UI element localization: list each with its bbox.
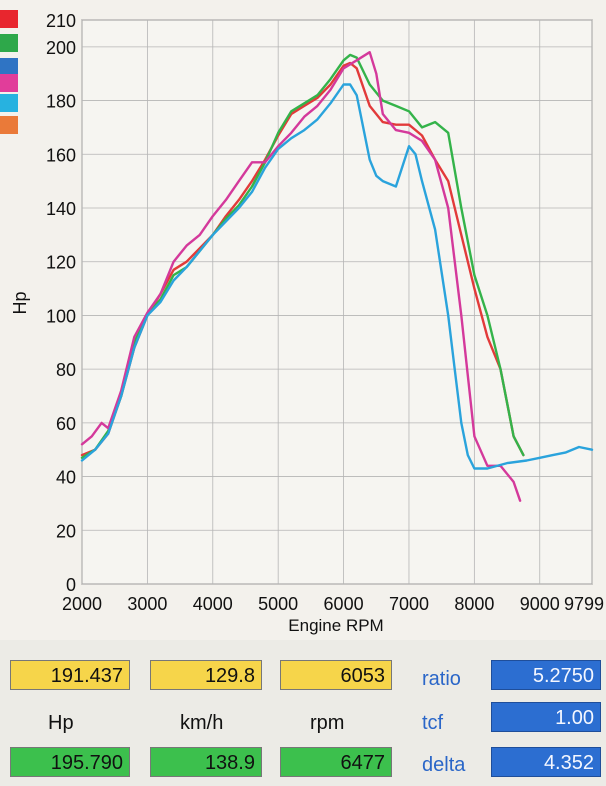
- rpm-unit-label: rpm: [310, 712, 345, 734]
- x-tick-label: 9000: [520, 594, 560, 614]
- x-tick-label: 2000: [62, 594, 102, 614]
- y-tick-label: 120: [46, 253, 76, 273]
- delta-value: 4.352: [491, 747, 601, 777]
- speed-current-value: 129.8: [150, 660, 262, 690]
- dyno-chart: 0 20 40 60 80 100 120 140 160 180 200 210 2000 3000 4…: [10, 11, 604, 635]
- y-tick-label: 200: [46, 38, 76, 58]
- x-axis-label: Engine RPM: [288, 616, 383, 635]
- legend-swatch-2[interactable]: [0, 34, 18, 52]
- x-tick-label: 3000: [127, 594, 167, 614]
- y-tick-label: 20: [56, 521, 76, 541]
- readout-panel: 191.437 129.8 6053 Hp km/h rpm 195.790 1…: [0, 640, 606, 786]
- rpm-peak-value: 6477: [280, 747, 392, 777]
- delta-label: delta: [422, 754, 466, 776]
- legend-swatch-6[interactable]: [0, 116, 18, 134]
- y-tick-label: 140: [46, 199, 76, 219]
- legend-swatch-4[interactable]: [0, 74, 18, 92]
- y-tick-label: 60: [56, 414, 76, 434]
- rpm-current-value: 6053: [280, 660, 392, 690]
- hp-unit-label: Hp: [48, 712, 74, 734]
- plot-area: [81, 19, 593, 585]
- series-lines: [80, 51, 594, 502]
- x-axis-ticks: 2000 3000 4000 5000 6000 7000 8000 9000 9799: [62, 594, 604, 614]
- legend-swatch-5[interactable]: [0, 94, 18, 112]
- legend-swatch-1[interactable]: [0, 10, 18, 28]
- x-tick-label: 7000: [389, 594, 429, 614]
- series-line-4: [80, 83, 594, 470]
- x-tick-label: 6000: [324, 594, 364, 614]
- tcf-value: 1.00: [491, 702, 601, 732]
- x-tick-label: 4000: [193, 594, 233, 614]
- ratio-label: ratio: [422, 668, 461, 690]
- speed-unit-label: km/h: [180, 712, 224, 734]
- series-line-2: [80, 53, 525, 459]
- y-tick-label: 0: [66, 575, 76, 595]
- y-tick-label: 40: [56, 468, 76, 488]
- y-tick-label: 210: [46, 11, 76, 31]
- y-tick-label: 160: [46, 145, 76, 165]
- hp-current-value: 191.437: [10, 660, 130, 690]
- hp-peak-value: 195.790: [10, 747, 130, 777]
- legend-swatch-3[interactable]: [0, 58, 18, 76]
- x-tick-label: 8000: [454, 594, 494, 614]
- y-axis-label: Hp: [10, 291, 30, 314]
- ratio-value: 5.2750: [491, 660, 601, 690]
- x-tick-label: 5000: [258, 594, 298, 614]
- y-tick-label: 180: [46, 92, 76, 112]
- speed-peak-value: 138.9: [150, 747, 262, 777]
- y-axis-ticks: 0 20 40 60 80 100 120 140 160 180 200 210: [46, 11, 76, 595]
- tcf-label: tcf: [422, 712, 444, 734]
- y-tick-label: 80: [56, 360, 76, 380]
- series-line-3: [80, 51, 522, 502]
- chart-grid: [81, 19, 593, 585]
- y-tick-label: 100: [46, 306, 76, 326]
- x-tick-label: 9799: [564, 594, 604, 614]
